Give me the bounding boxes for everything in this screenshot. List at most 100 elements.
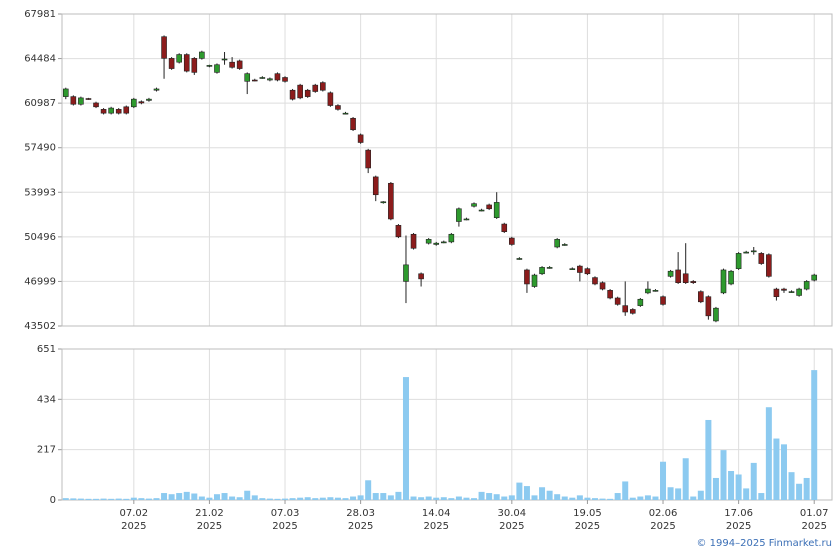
volume-bar xyxy=(153,498,160,500)
candle-body xyxy=(773,288,780,298)
candle-body xyxy=(229,61,235,68)
x-tick-label: 14.04 xyxy=(422,508,451,519)
volume-bar xyxy=(100,498,107,500)
candle-body xyxy=(131,98,137,108)
volume-bar xyxy=(70,498,77,500)
candle-body xyxy=(660,296,666,305)
volume-bar xyxy=(274,498,281,500)
volume-bar xyxy=(516,482,523,500)
volume-bar xyxy=(712,477,719,500)
volume-bar xyxy=(77,498,84,500)
volume-bar xyxy=(486,493,493,500)
candle-body xyxy=(418,273,424,280)
y-tick-label: 67981 xyxy=(24,9,56,20)
volume-bar xyxy=(213,494,220,500)
volume-bar xyxy=(811,370,818,500)
candle-body xyxy=(569,268,576,270)
candle-body xyxy=(62,88,69,97)
candle-body xyxy=(320,82,326,91)
volume-bar xyxy=(531,495,538,500)
candle-body xyxy=(93,102,99,108)
candle-body xyxy=(153,88,160,91)
x-tick-label: 2025 xyxy=(650,521,675,532)
candle-body xyxy=(599,282,606,290)
candle-body xyxy=(146,98,152,101)
x-tick-label: 2025 xyxy=(348,521,373,532)
volume-bar xyxy=(251,495,258,500)
candle-body xyxy=(425,239,432,244)
candle-body xyxy=(486,204,492,210)
x-tick-label: 30.04 xyxy=(497,508,526,519)
candle-body xyxy=(123,106,130,114)
volume-bar xyxy=(569,497,576,500)
x-tick-label: 2025 xyxy=(121,521,146,532)
volume-bar xyxy=(319,497,326,500)
candle-body xyxy=(108,107,114,114)
volume-bar xyxy=(796,483,803,500)
volume-bar xyxy=(402,377,409,500)
candle-body xyxy=(629,309,636,314)
y-tick-label: 43502 xyxy=(24,321,56,332)
candle-body xyxy=(471,203,477,207)
volume-bar xyxy=(410,496,417,500)
candle-body xyxy=(236,60,243,69)
volume-bar xyxy=(266,498,273,500)
volume-bar xyxy=(93,498,100,500)
volume-bar xyxy=(304,497,311,500)
candle-body xyxy=(168,58,175,69)
candle-body xyxy=(410,233,417,249)
x-tick-label: 2025 xyxy=(801,521,826,532)
volume-bar xyxy=(599,498,606,500)
candle-body xyxy=(335,105,341,110)
x-tick-label: 07.02 xyxy=(119,508,148,519)
plot-frame xyxy=(61,348,833,501)
candle-body xyxy=(456,208,462,222)
volume-bar xyxy=(523,486,530,500)
volume-bar xyxy=(720,450,727,500)
candle-body xyxy=(161,36,167,59)
candle-body xyxy=(183,54,190,72)
volume-bar xyxy=(130,497,137,500)
candle-body xyxy=(403,264,409,282)
y-tick-label: 46999 xyxy=(24,276,56,287)
candle-body xyxy=(440,241,447,244)
candle-body xyxy=(221,58,228,61)
candle-body xyxy=(388,182,394,220)
volume-bar xyxy=(584,497,591,500)
y-tick-label: 60987 xyxy=(24,98,56,109)
volume-bar xyxy=(478,491,485,500)
copyright: © 1994–2025 Finmarket.ru xyxy=(696,538,832,549)
candle-body xyxy=(811,274,818,281)
volume-bar xyxy=(607,498,614,500)
volume-bar xyxy=(85,498,92,500)
volume-bar xyxy=(735,474,742,500)
candle-body xyxy=(531,274,538,287)
candle-body xyxy=(546,267,553,269)
volume-bar xyxy=(115,498,122,500)
candle-body xyxy=(788,291,795,293)
volume-bar xyxy=(350,496,357,500)
volume-bar xyxy=(244,490,251,500)
candle-body xyxy=(592,277,598,285)
volume-bar xyxy=(161,493,168,500)
volume-bar xyxy=(644,495,651,500)
candle-body xyxy=(614,297,621,305)
volume-bar xyxy=(750,462,757,500)
candle-body xyxy=(206,65,213,67)
candle-body xyxy=(622,305,629,313)
candle-body xyxy=(720,269,727,294)
volume-bar xyxy=(637,496,644,500)
volume-bar xyxy=(697,490,704,500)
volume-bar xyxy=(229,496,236,500)
volume-bar xyxy=(62,498,69,500)
candle-body xyxy=(796,288,802,296)
candle-body xyxy=(561,244,568,246)
x-tick-label: 02.06 xyxy=(649,508,678,519)
candle-body xyxy=(259,77,266,79)
y-tick-label: 0 xyxy=(50,495,56,506)
volume-bar xyxy=(508,495,515,500)
candle-body xyxy=(803,281,810,290)
candle-body xyxy=(244,73,251,82)
y-tick-label: 434 xyxy=(37,394,56,405)
